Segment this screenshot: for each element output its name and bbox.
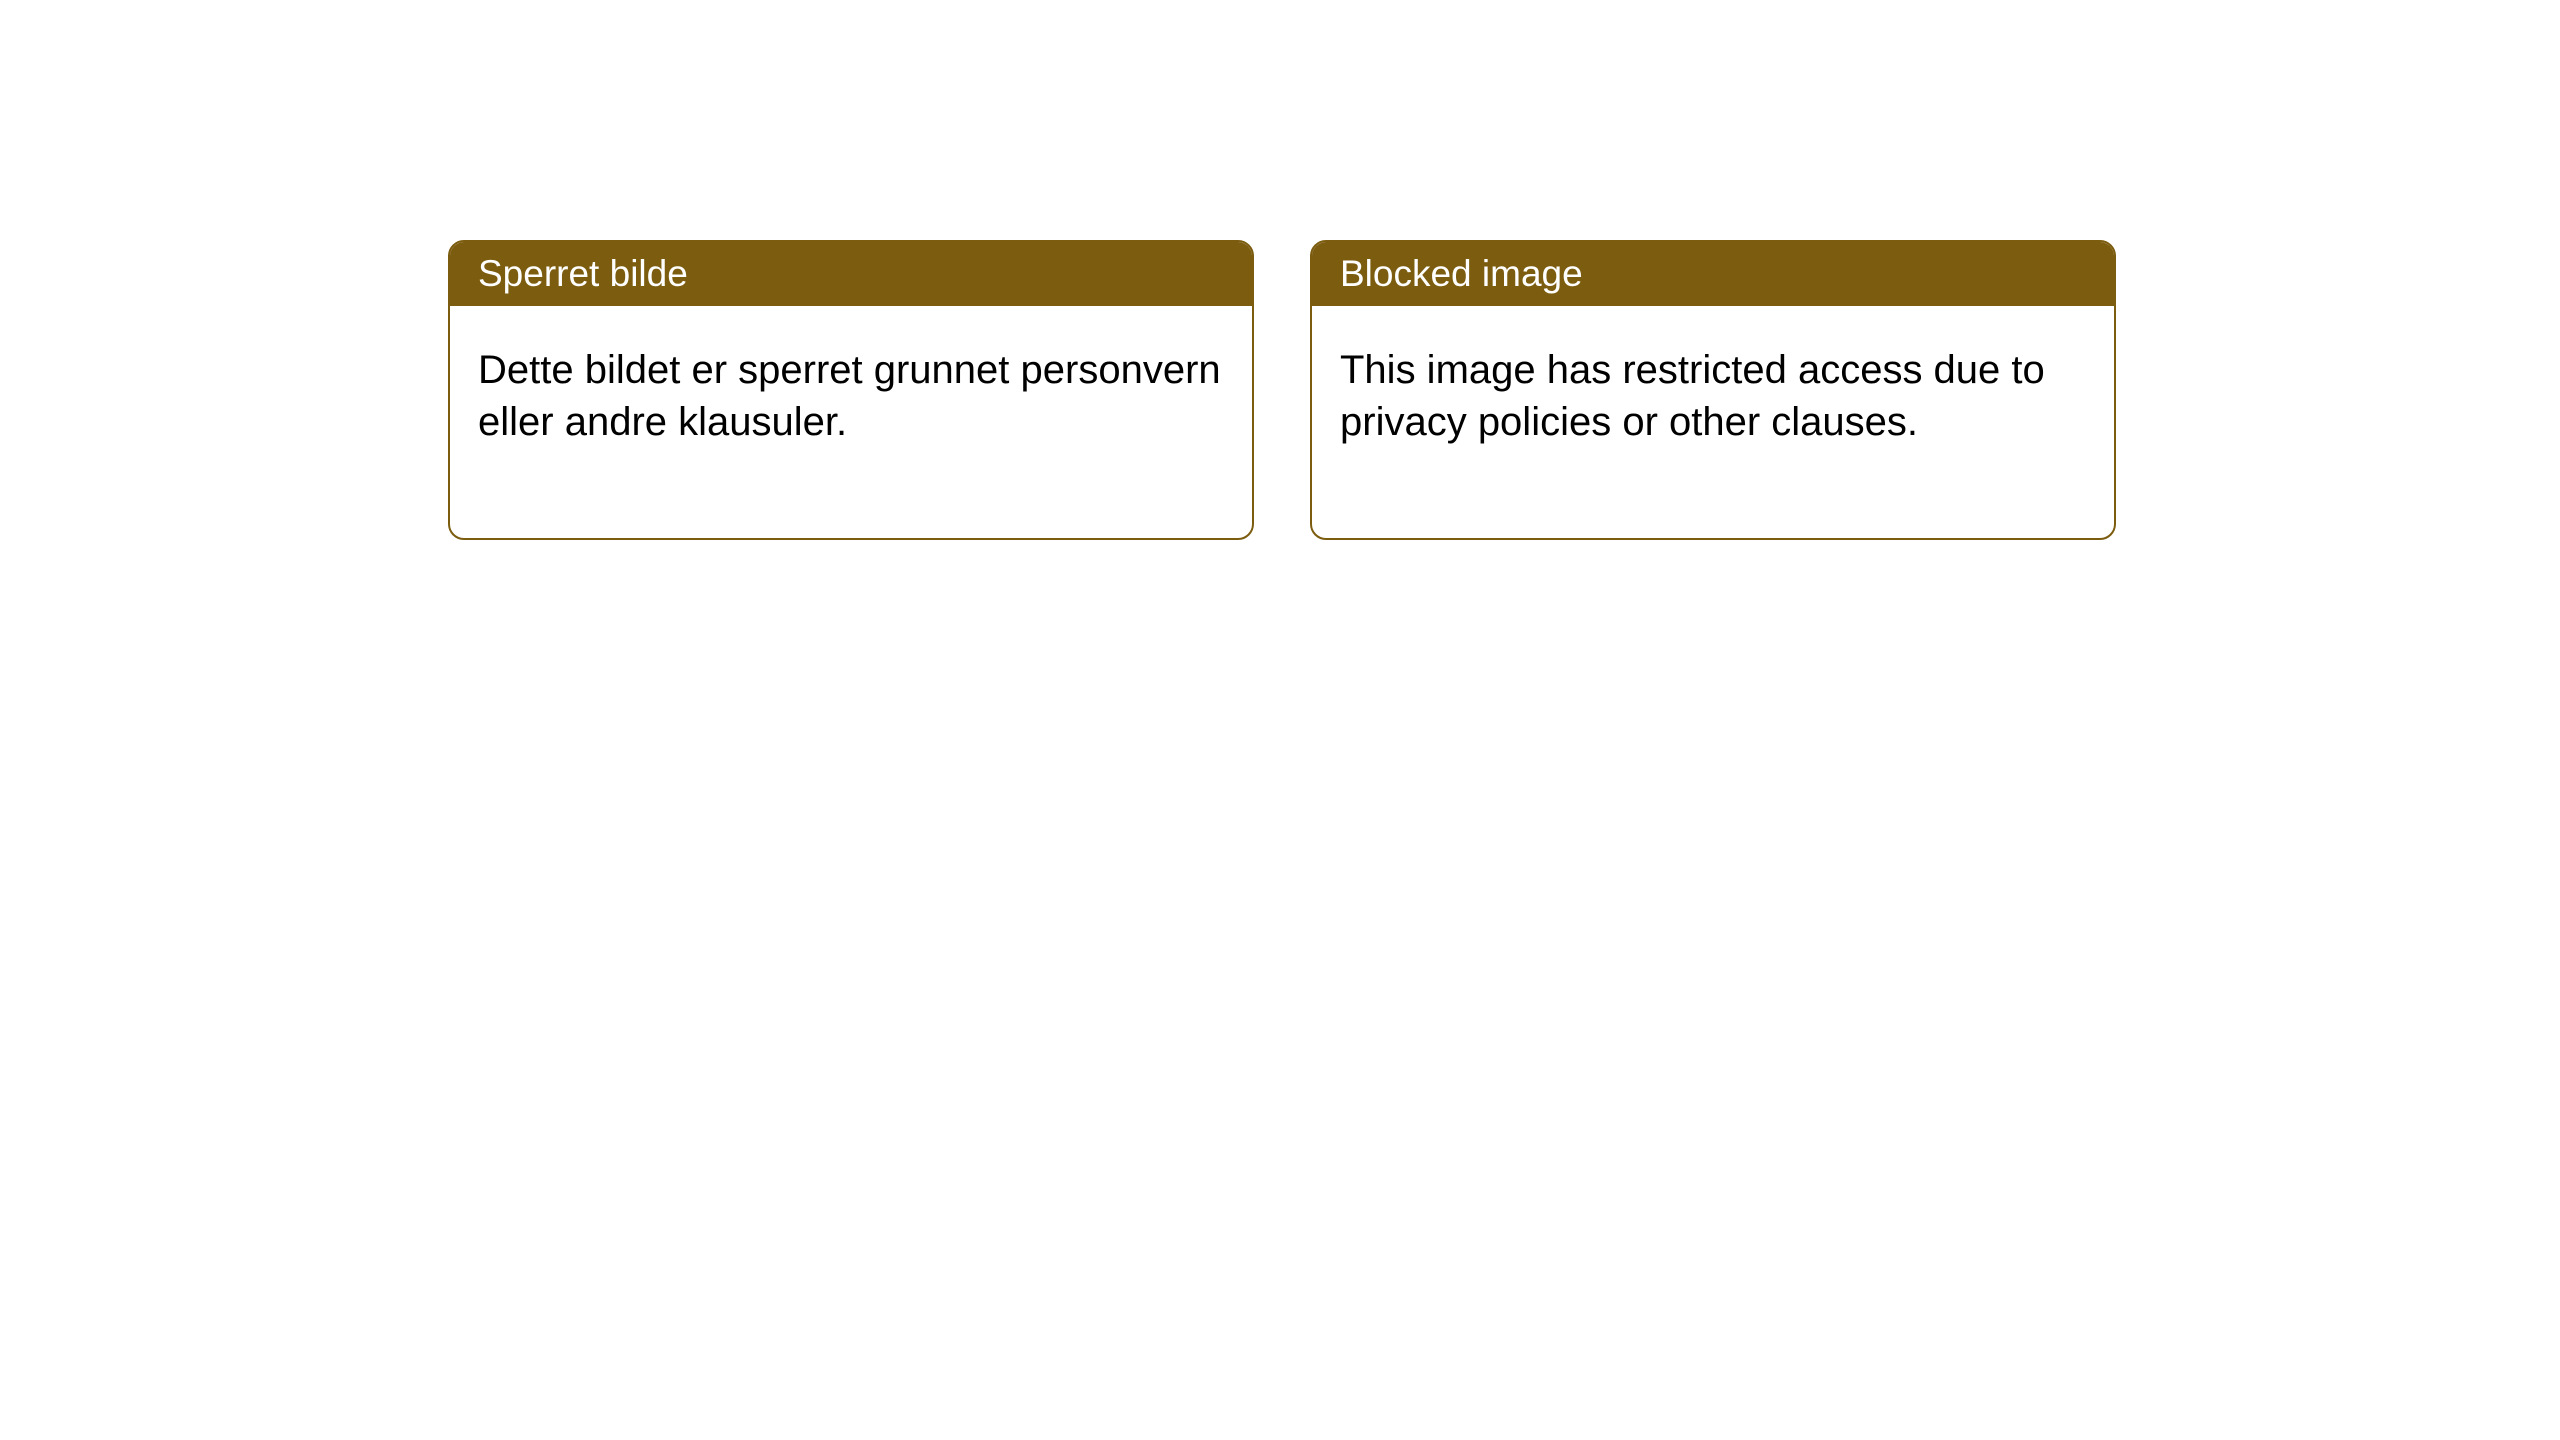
notice-container: Sperret bilde Dette bildet er sperret gr… [0,0,2560,540]
notice-box-norwegian: Sperret bilde Dette bildet er sperret gr… [448,240,1254,540]
notice-text-english: This image has restricted access due to … [1340,348,2045,444]
notice-title-english: Blocked image [1340,253,1583,294]
notice-body-english: This image has restricted access due to … [1312,306,2114,538]
notice-header-english: Blocked image [1312,242,2114,306]
notice-body-norwegian: Dette bildet er sperret grunnet personve… [450,306,1252,538]
notice-title-norwegian: Sperret bilde [478,253,688,294]
notice-box-english: Blocked image This image has restricted … [1310,240,2116,540]
notice-text-norwegian: Dette bildet er sperret grunnet personve… [478,348,1221,444]
notice-header-norwegian: Sperret bilde [450,242,1252,306]
